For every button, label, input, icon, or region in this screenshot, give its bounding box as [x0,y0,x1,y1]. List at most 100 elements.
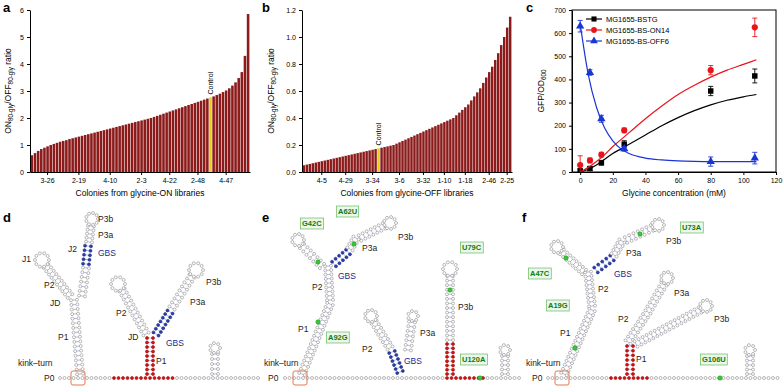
nucleotide [78,289,81,292]
nucleotide [356,377,359,380]
nucleotide [73,336,76,339]
nucleotide [495,377,498,380]
nucleotide [661,325,664,328]
marker [621,127,627,133]
bar [509,17,511,172]
y-axis-title-part: 80-gly [270,66,278,84]
nucleotide [138,326,141,329]
nucleotide [667,282,670,285]
nucleotide [507,368,510,371]
nucleotide [596,271,599,274]
mutation-label: G106U [702,355,726,364]
nucleotide [501,368,504,371]
nucleotide [464,377,467,380]
nucleotide [468,377,471,380]
bar [324,161,326,172]
nucleotide [364,237,367,240]
axis: 3-262-194-102-34-222-484-47 [31,172,251,184]
nucleotide [325,282,328,285]
x-tick-group: 4-10 [103,172,117,184]
nucleotide [58,286,61,289]
x-tick [78,172,79,175]
nucleotide [127,306,130,309]
nucleotide [575,260,578,263]
nucleotide [330,281,333,284]
nucleotide [350,239,353,242]
nucleotide [311,377,314,380]
axis: 0.00.20.40.60.81.01.2 [286,7,302,176]
nucleotide [71,313,74,316]
nucleotide [441,377,444,380]
bar [422,132,424,173]
nucleotide [665,323,668,326]
legend-marker [591,16,596,21]
nucleotide [316,256,319,259]
nucleotide [746,373,749,376]
nucleotide [80,349,83,352]
structure-label: P2 [598,284,609,294]
nucleotide [608,262,611,265]
error-bar [752,18,757,37]
nucleotide [83,295,86,298]
nucleotide [612,249,615,252]
nucleotide [550,243,553,246]
nucleotide [306,351,309,354]
bar [312,163,314,172]
nucleotide [47,273,50,276]
y-tick-group: 600 [554,30,572,37]
structure-label: P2 [116,308,127,318]
nucleotide [565,359,568,362]
bar [106,129,109,172]
nucleotide [452,351,455,354]
chart-panel: 3-262-194-102-34-222-484-470123456Coloni… [3,0,251,198]
nucleotide [560,371,563,374]
nucleotide [651,308,654,311]
nucleotide [680,322,683,325]
nucleotide [393,218,396,221]
nucleotide [641,336,644,339]
nucleotide [389,341,392,344]
nucleotide [364,317,367,320]
nucleotide [660,332,663,335]
nucleotide [136,311,139,314]
nucleotide [672,326,675,329]
nucleotide [373,226,376,229]
nucleotide [192,275,195,278]
nucleotide [217,343,220,346]
nucleotide [663,288,666,291]
x-tick [141,172,142,175]
nucleotide [217,373,220,376]
nucleotide [626,349,629,352]
nucleotide [383,224,386,227]
nucleotide [443,263,446,266]
x-tick [743,172,744,175]
bar [506,28,508,172]
nucleotide [38,252,41,255]
nucleotide [597,263,600,266]
nucleotide [393,349,396,352]
mutation-box [529,268,552,279]
nucleotide [122,298,125,301]
nucleotide [168,305,171,308]
nucleotide [108,377,111,380]
nucleotide [302,377,305,380]
nucleotide [383,377,386,380]
nucleotide [85,286,88,289]
x-tick-group: 2-3 [137,172,147,184]
structure-label: P3b [398,232,413,242]
nucleotide [159,320,162,323]
nucleotide [346,246,349,249]
kink-turn-box [555,371,569,385]
nucleotide [119,276,122,279]
x-tick [444,172,445,175]
nucleotide [146,350,149,353]
nucleotide [384,344,387,347]
nucleotide [709,377,712,380]
nucleotide [330,269,333,272]
y-tick-group: 0 [20,169,30,176]
bar [473,96,475,172]
structure [34,212,260,380]
bar [225,90,228,172]
nucleotide [77,321,80,324]
structure-label: P3b [458,302,473,312]
